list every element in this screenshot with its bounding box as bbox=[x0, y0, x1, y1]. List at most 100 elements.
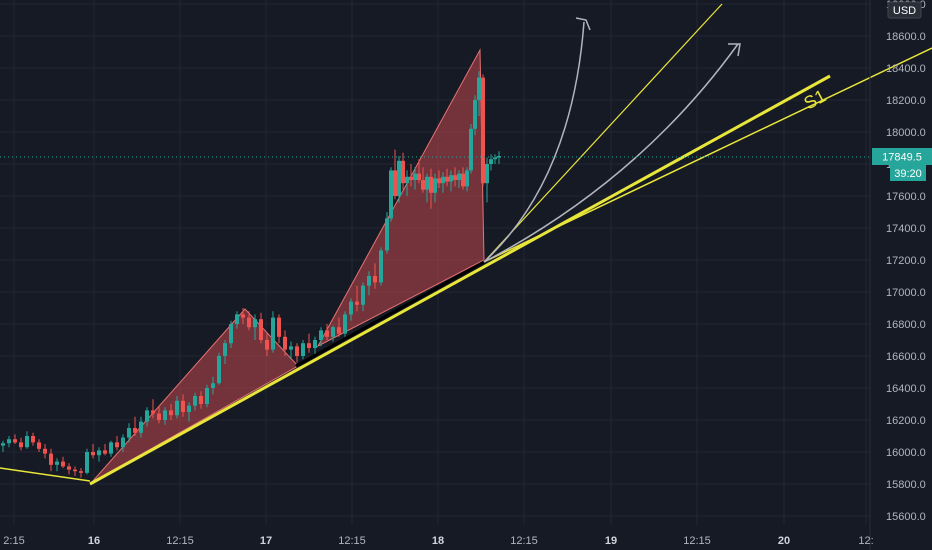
candle-body bbox=[265, 340, 269, 350]
candle-body bbox=[229, 324, 233, 344]
candle-body bbox=[437, 178, 441, 184]
trendline-left bbox=[0, 467, 91, 482]
arrow-head bbox=[575, 17, 591, 31]
candle-body bbox=[433, 178, 437, 193]
candle-body bbox=[393, 170, 397, 196]
y-tick-label: 17000.0 bbox=[886, 287, 926, 299]
candle-body bbox=[417, 173, 421, 180]
x-tick-label: 19 bbox=[605, 535, 617, 547]
candle-body bbox=[355, 301, 359, 305]
candle-body bbox=[85, 452, 89, 473]
last-price-tag bbox=[872, 148, 932, 165]
candle-body bbox=[331, 327, 335, 337]
candle-body bbox=[49, 453, 53, 465]
candle-body bbox=[473, 100, 477, 129]
x-tick-label: 12:15 bbox=[683, 535, 711, 547]
candle-body bbox=[373, 276, 377, 283]
y-tick-label: 18000.0 bbox=[886, 127, 926, 139]
last-price-value: 17849.5 bbox=[882, 152, 922, 164]
countdown-tag bbox=[890, 165, 926, 181]
currency-badge[interactable] bbox=[887, 1, 922, 19]
candle-body bbox=[31, 436, 35, 443]
candle-body bbox=[449, 175, 453, 182]
candle-body bbox=[337, 327, 341, 334]
projection-arrow-up bbox=[483, 21, 585, 263]
candle-body bbox=[413, 173, 417, 180]
trendline-s1 bbox=[89, 74, 831, 486]
candle-body bbox=[485, 164, 489, 184]
candle-body bbox=[73, 469, 77, 472]
candle-body bbox=[19, 442, 23, 448]
candle-body bbox=[157, 413, 161, 420]
candle-body bbox=[145, 410, 149, 422]
countdown-value: 39:20 bbox=[894, 168, 922, 180]
grid bbox=[0, 0, 870, 525]
y-tick-label: 15800.0 bbox=[886, 479, 926, 491]
candle-body bbox=[211, 383, 215, 388]
candle-body bbox=[163, 410, 167, 420]
candle-body bbox=[7, 439, 11, 444]
candle-body bbox=[429, 176, 433, 193]
candle-body bbox=[349, 301, 353, 315]
arrow-head bbox=[728, 43, 741, 57]
candle-body bbox=[489, 159, 493, 164]
candle-body bbox=[199, 396, 203, 404]
candle-body bbox=[121, 437, 125, 448]
candle-body bbox=[79, 471, 83, 473]
price-axis[interactable]: 18800.018600.018400.018200.018000.017800… bbox=[869, 0, 926, 550]
candle-body bbox=[139, 421, 143, 433]
trendlines bbox=[0, 3, 932, 486]
candle-body bbox=[469, 128, 473, 171]
projection-arrow-right bbox=[483, 43, 739, 263]
candle-body bbox=[25, 436, 29, 448]
x-tick-label: 12:15 bbox=[510, 535, 538, 547]
candle-body bbox=[497, 156, 501, 158]
candle-body bbox=[115, 442, 119, 448]
candle-body bbox=[283, 336, 287, 350]
candle-body bbox=[385, 218, 389, 251]
candle-body bbox=[241, 314, 245, 318]
candle-body bbox=[127, 428, 131, 438]
candle-body bbox=[481, 77, 485, 184]
candle-body bbox=[253, 319, 257, 328]
candle-body bbox=[441, 176, 445, 184]
x-tick-label: 2:15 bbox=[3, 535, 24, 547]
trendline-steep bbox=[483, 3, 723, 263]
candle-body bbox=[217, 356, 221, 384]
candle-body bbox=[37, 442, 41, 449]
candle-body bbox=[61, 461, 65, 467]
candle-body bbox=[307, 343, 311, 348]
candle-body bbox=[175, 400, 179, 416]
currency-label: USD bbox=[893, 5, 916, 17]
x-tick-label: 20 bbox=[778, 535, 790, 547]
candle-body bbox=[361, 285, 365, 305]
y-tick-label: 18400.0 bbox=[886, 63, 926, 75]
x-tick-label: 17 bbox=[260, 535, 272, 547]
y-tick-label: 17200.0 bbox=[886, 255, 926, 267]
time-axis[interactable]: 2:15 16 12:15 17 12:15 18 12:15 19 12:15 20 12: bbox=[3, 535, 873, 547]
y-tick-label: 18600.0 bbox=[886, 31, 926, 43]
x-tick-label: 12: bbox=[858, 535, 873, 547]
candle-body bbox=[453, 175, 457, 180]
candle-body bbox=[235, 314, 239, 324]
candle-body bbox=[55, 461, 59, 465]
y-tick-label: 15600.0 bbox=[886, 511, 926, 523]
candle-body bbox=[103, 450, 107, 454]
candle-body bbox=[67, 466, 71, 470]
x-tick-label: 16 bbox=[88, 535, 100, 547]
candle-body bbox=[389, 170, 393, 219]
candle-body bbox=[133, 428, 137, 433]
x-tick-label: 12:15 bbox=[338, 535, 366, 547]
x-tick-label: 18 bbox=[432, 535, 444, 547]
candles bbox=[1, 71, 501, 478]
candle-body bbox=[187, 405, 191, 412]
candle-body bbox=[109, 442, 113, 454]
candle-body bbox=[397, 160, 401, 196]
candle-body bbox=[405, 176, 409, 184]
y-tick-label: 18200.0 bbox=[886, 95, 926, 107]
candle-body bbox=[379, 250, 383, 283]
candle-body bbox=[409, 176, 413, 180]
candle-body bbox=[223, 343, 227, 356]
candle-body bbox=[367, 276, 371, 286]
